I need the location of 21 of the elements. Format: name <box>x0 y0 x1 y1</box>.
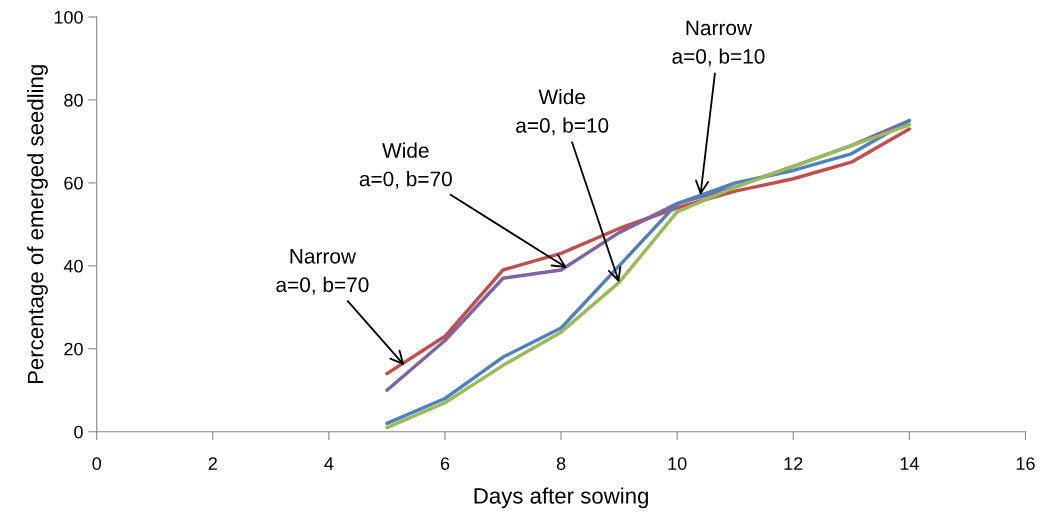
x-tick-label: 8 <box>556 457 566 470</box>
y-tick-label: 80 <box>64 93 83 107</box>
y-tick-label: 60 <box>64 176 83 190</box>
x-tick-label: 4 <box>324 457 334 470</box>
y-tick-label: 40 <box>63 259 83 273</box>
annotation: Narrow a=0, b=70 <box>276 249 369 295</box>
y-tick-label: 0 <box>74 425 83 439</box>
annotation: Wide a=0, b=70 <box>359 142 452 189</box>
annotation: Wide a=0, b=10 <box>516 89 609 136</box>
y-axis-title: Percentage of emerged seedling <box>27 65 48 384</box>
x-tick-label: 6 <box>440 457 450 470</box>
x-tick-label: 16 <box>1016 457 1035 470</box>
annotation: Narrow a=0, b=10 <box>672 20 765 67</box>
x-tick-label: 10 <box>668 457 687 470</box>
x-tick-label: 12 <box>784 457 803 470</box>
x-tick-label: 2 <box>208 457 217 470</box>
x-tick-label: 0 <box>92 457 102 470</box>
y-tick-label: 100 <box>54 10 83 24</box>
x-axis-title: Days after sowing <box>474 487 648 509</box>
y-tick-label: 20 <box>64 342 83 356</box>
x-tick-label: 14 <box>900 457 919 470</box>
